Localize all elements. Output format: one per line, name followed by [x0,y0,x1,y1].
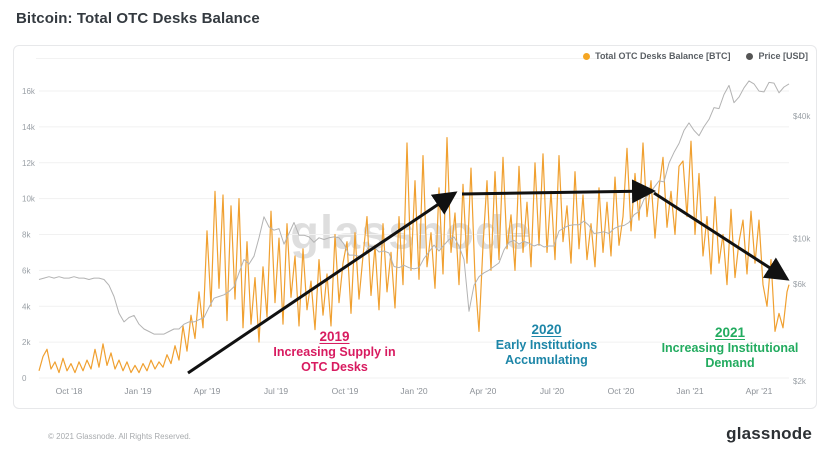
x-tick-label: Jan '20 [400,386,427,396]
y-left-tick-label: 16k [22,87,36,96]
x-tick-label: Jul '19 [264,386,289,396]
x-tick-label: Oct '19 [332,386,359,396]
legend-label: Price [USD] [758,51,808,61]
legend-item[interactable]: Total OTC Desks Balance [BTC] [583,51,730,61]
chart-legend: Total OTC Desks Balance [BTC] Price [USD] [583,51,808,61]
x-tick-label: Apr '20 [470,386,497,396]
y-right-tick-label: $10k [793,235,811,244]
y-left-tick-label: 14k [22,123,36,132]
y-left-tick-label: 2k [22,338,31,347]
x-tick-label: Oct '18 [56,386,83,396]
legend-dot-icon [746,52,754,60]
y-left-tick-label: 8k [22,231,31,240]
price-line [38,80,790,335]
glassnode-logo: glassnode [726,424,812,443]
otc-balance-line [38,136,790,374]
y-left-tick-label: 0 [22,374,27,383]
copyright-text: © 2021 Glassnode. All Rights Reserved. [48,432,191,441]
chart-card: Total OTC Desks Balance [BTC] Price [USD]… [13,45,817,409]
page-title: Bitcoin: Total OTC Desks Balance [16,10,260,27]
trend-arrow [461,179,656,204]
legend-divider-line [36,58,636,59]
x-tick-label: Apr '21 [746,386,773,396]
y-left-tick-label: 6k [22,266,31,275]
x-tick-label: Jul '20 [540,386,565,396]
y-right-tick-label: $40k [793,112,811,121]
y-right-tick-label: $2k [793,377,807,386]
y-left-tick-label: 12k [22,159,36,168]
legend-item[interactable]: Price [USD] [746,51,808,61]
legend-dot-icon [583,52,591,60]
y-right-tick-label: $6k [793,280,807,289]
y-left-tick-label: 4k [22,302,31,311]
otc-balance-chart: 0 2k 4k 6k 8k 10k 12k 14k 16k $2k $6k $10k $40k Oct '… [22,80,811,396]
legend-label: Total OTC Desks Balance [BTC] [595,51,731,61]
x-tick-label: Jan '21 [676,386,703,396]
trend-arrow [653,191,790,281]
x-tick-label: Apr '19 [194,386,221,396]
x-tick-label: Oct '20 [608,386,635,396]
trend-arrow [187,191,458,375]
x-tick-label: Jan '19 [124,386,151,396]
y-left-tick-label: 10k [22,195,36,204]
